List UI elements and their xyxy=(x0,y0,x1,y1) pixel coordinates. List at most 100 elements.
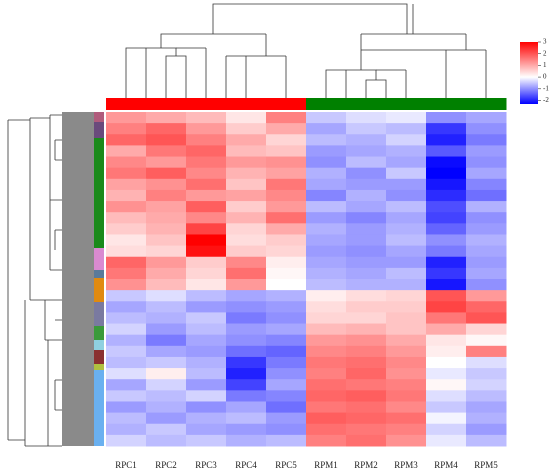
cell xyxy=(266,323,307,336)
cell xyxy=(226,167,267,180)
cell xyxy=(466,345,507,358)
cell xyxy=(226,290,267,302)
cell xyxy=(386,379,427,391)
cell xyxy=(466,301,507,313)
cell xyxy=(226,412,267,425)
cell xyxy=(266,434,307,447)
cell xyxy=(386,189,427,202)
cell xyxy=(426,334,467,347)
cell xyxy=(186,390,227,402)
cell xyxy=(266,212,307,224)
cell xyxy=(266,356,307,369)
cell xyxy=(226,434,267,447)
cell xyxy=(466,201,507,213)
row-labels-block xyxy=(62,112,94,446)
cell xyxy=(106,156,147,169)
cell xyxy=(146,223,187,235)
x-tick-label: RPM4 xyxy=(434,460,458,470)
cell xyxy=(466,167,507,180)
cell xyxy=(226,368,267,380)
cell xyxy=(386,178,427,191)
cell xyxy=(346,189,387,202)
cell xyxy=(266,156,307,169)
cell xyxy=(346,401,387,414)
cell xyxy=(466,189,507,202)
cell xyxy=(426,423,467,436)
cell xyxy=(186,334,227,347)
cell xyxy=(226,145,267,158)
cell xyxy=(346,290,387,302)
cell xyxy=(106,368,147,380)
cell xyxy=(186,368,227,380)
cell xyxy=(386,279,427,291)
cell xyxy=(346,368,387,380)
cell xyxy=(386,301,427,313)
cell xyxy=(386,112,427,124)
cell xyxy=(466,156,507,169)
cell xyxy=(426,368,467,380)
cell xyxy=(226,423,267,436)
cell xyxy=(426,212,467,224)
cell xyxy=(106,267,147,280)
cell xyxy=(146,356,187,369)
cell xyxy=(226,379,267,391)
cell xyxy=(106,201,147,213)
cell xyxy=(466,356,507,369)
cell xyxy=(226,234,267,247)
cell xyxy=(266,312,307,325)
group-bar xyxy=(186,98,227,110)
cell xyxy=(466,312,507,325)
cell xyxy=(306,212,347,224)
cell xyxy=(226,256,267,269)
colorbar-tick-label: -2 xyxy=(543,96,549,104)
cell xyxy=(226,123,267,135)
cell xyxy=(466,112,507,124)
cell xyxy=(306,267,347,280)
cell xyxy=(426,156,467,169)
cell xyxy=(426,234,467,247)
cell xyxy=(386,145,427,158)
cell xyxy=(106,256,147,269)
cell xyxy=(426,201,467,213)
cell xyxy=(306,290,347,302)
cell xyxy=(146,167,187,180)
x-tick-label: RPC4 xyxy=(235,460,257,470)
cell xyxy=(106,434,147,447)
cell xyxy=(106,112,147,124)
cell xyxy=(426,312,467,325)
cell xyxy=(386,212,427,224)
cell xyxy=(146,156,187,169)
cell xyxy=(146,379,187,391)
cell xyxy=(386,223,427,235)
cell xyxy=(306,112,347,124)
cell xyxy=(146,290,187,302)
cell xyxy=(426,356,467,369)
cell xyxy=(466,323,507,336)
cell xyxy=(226,178,267,191)
cell xyxy=(466,434,507,447)
x-tick-label: RPM2 xyxy=(354,460,378,470)
cell xyxy=(346,423,387,436)
cell xyxy=(306,178,347,191)
cell xyxy=(426,301,467,313)
cell xyxy=(306,368,347,380)
cell xyxy=(306,401,347,414)
cell xyxy=(386,401,427,414)
cell xyxy=(186,290,227,302)
colorbar-tick-label: 0 xyxy=(543,73,547,81)
cell xyxy=(346,112,387,124)
cell xyxy=(186,145,227,158)
cell xyxy=(226,212,267,224)
cell xyxy=(426,323,467,336)
cell xyxy=(146,245,187,258)
cell xyxy=(186,123,227,135)
cell xyxy=(346,301,387,313)
cell xyxy=(466,379,507,391)
cell xyxy=(306,201,347,213)
cell xyxy=(106,412,147,425)
cell xyxy=(266,145,307,158)
cell xyxy=(346,223,387,235)
group-bar xyxy=(306,98,347,110)
cell xyxy=(306,145,347,158)
cell xyxy=(386,423,427,436)
